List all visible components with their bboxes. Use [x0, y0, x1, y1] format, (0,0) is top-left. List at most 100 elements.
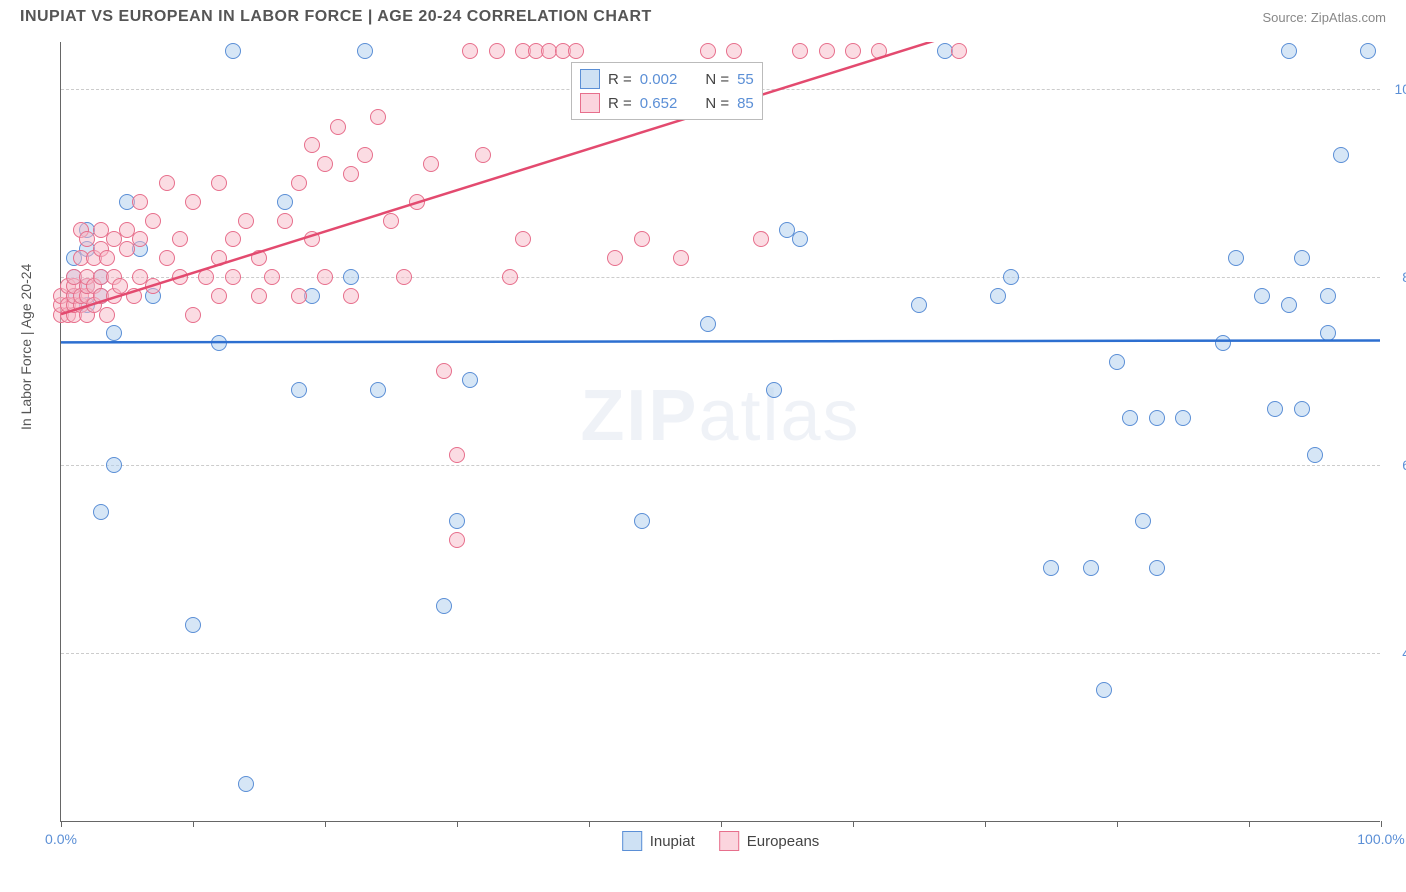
scatter-point-inupiat — [277, 194, 293, 210]
legend-label: Europeans — [747, 833, 820, 850]
scatter-point-europeans — [238, 213, 254, 229]
y-axis-label: In Labor Force | Age 20-24 — [18, 264, 34, 430]
n-value: 85 — [737, 95, 754, 112]
scatter-point-inupiat — [343, 269, 359, 285]
y-tick-label: 100.0% — [1387, 81, 1406, 97]
scatter-point-inupiat — [1096, 682, 1112, 698]
scatter-point-inupiat — [1122, 410, 1138, 426]
scatter-point-europeans — [607, 250, 623, 266]
scatter-point-europeans — [225, 231, 241, 247]
legend-row: R =0.652N =85 — [580, 91, 754, 115]
x-tick — [1381, 821, 1382, 827]
scatter-point-inupiat — [449, 513, 465, 529]
x-tick — [1249, 821, 1250, 827]
scatter-point-europeans — [159, 250, 175, 266]
scatter-point-inupiat — [1215, 335, 1231, 351]
y-tick-label: 40.0% — [1387, 645, 1406, 661]
scatter-point-europeans — [370, 109, 386, 125]
scatter-point-europeans — [871, 43, 887, 59]
scatter-point-europeans — [343, 288, 359, 304]
scatter-point-europeans — [132, 231, 148, 247]
trend-line-inupiat — [61, 340, 1380, 342]
scatter-point-europeans — [489, 43, 505, 59]
chart-plot-area: ZIPatlas 40.0%60.0%80.0%100.0% 0.0%100.0… — [60, 42, 1380, 822]
x-tick — [325, 821, 326, 827]
scatter-point-inupiat — [436, 598, 452, 614]
legend-label: Inupiat — [650, 833, 695, 850]
scatter-point-inupiat — [185, 617, 201, 633]
y-tick-label: 80.0% — [1387, 269, 1406, 285]
scatter-point-europeans — [317, 269, 333, 285]
scatter-point-inupiat — [1175, 410, 1191, 426]
legend-row: R =0.002N =55 — [580, 67, 754, 91]
scatter-point-europeans — [291, 288, 307, 304]
scatter-point-europeans — [172, 269, 188, 285]
scatter-point-inupiat — [911, 297, 927, 313]
scatter-point-europeans — [515, 231, 531, 247]
gridline-h — [61, 465, 1380, 466]
scatter-point-europeans — [383, 213, 399, 229]
legend-swatch — [580, 93, 600, 113]
scatter-point-europeans — [673, 250, 689, 266]
scatter-point-europeans — [568, 43, 584, 59]
r-label: R = — [608, 71, 632, 88]
scatter-point-inupiat — [1307, 447, 1323, 463]
scatter-point-inupiat — [1003, 269, 1019, 285]
n-label: N = — [705, 95, 729, 112]
scatter-point-europeans — [132, 194, 148, 210]
scatter-point-inupiat — [291, 382, 307, 398]
scatter-point-europeans — [211, 288, 227, 304]
scatter-point-inupiat — [1320, 325, 1336, 341]
scatter-point-europeans — [211, 250, 227, 266]
scatter-point-europeans — [211, 175, 227, 191]
scatter-point-inupiat — [1228, 250, 1244, 266]
scatter-point-inupiat — [1043, 560, 1059, 576]
legend-swatch — [580, 69, 600, 89]
legend-item: Inupiat — [622, 831, 695, 851]
scatter-point-inupiat — [1267, 401, 1283, 417]
x-tick — [721, 821, 722, 827]
legend-swatch — [719, 831, 739, 851]
scatter-point-europeans — [819, 43, 835, 59]
scatter-point-europeans — [277, 213, 293, 229]
scatter-point-inupiat — [106, 325, 122, 341]
scatter-point-inupiat — [1135, 513, 1151, 529]
x-tick-label: 0.0% — [45, 831, 77, 847]
scatter-point-inupiat — [106, 457, 122, 473]
scatter-point-europeans — [700, 43, 716, 59]
scatter-point-europeans — [475, 147, 491, 163]
scatter-point-inupiat — [1281, 43, 1297, 59]
scatter-point-europeans — [198, 269, 214, 285]
source-label: Source: ZipAtlas.com — [1262, 10, 1386, 25]
scatter-point-europeans — [423, 156, 439, 172]
scatter-point-inupiat — [370, 382, 386, 398]
x-tick — [457, 821, 458, 827]
scatter-point-europeans — [357, 147, 373, 163]
scatter-point-europeans — [449, 532, 465, 548]
scatter-point-europeans — [436, 363, 452, 379]
chart-header: INUPIAT VS EUROPEAN IN LABOR FORCE | AGE… — [0, 0, 1406, 30]
scatter-point-europeans — [145, 278, 161, 294]
scatter-point-europeans — [951, 43, 967, 59]
legend-item: Europeans — [719, 831, 820, 851]
chart-title: INUPIAT VS EUROPEAN IN LABOR FORCE | AGE… — [20, 8, 652, 26]
scatter-point-europeans — [726, 43, 742, 59]
scatter-point-inupiat — [1083, 560, 1099, 576]
scatter-point-inupiat — [1360, 43, 1376, 59]
x-tick — [61, 821, 62, 827]
scatter-point-europeans — [185, 194, 201, 210]
scatter-point-europeans — [462, 43, 478, 59]
scatter-point-europeans — [449, 447, 465, 463]
trend-lines — [61, 42, 1380, 821]
scatter-point-europeans — [291, 175, 307, 191]
scatter-point-europeans — [409, 194, 425, 210]
scatter-point-inupiat — [634, 513, 650, 529]
n-label: N = — [705, 71, 729, 88]
scatter-point-inupiat — [1149, 560, 1165, 576]
scatter-point-inupiat — [1109, 354, 1125, 370]
scatter-point-inupiat — [1294, 250, 1310, 266]
x-tick — [589, 821, 590, 827]
y-tick-label: 60.0% — [1387, 457, 1406, 473]
scatter-point-inupiat — [1294, 401, 1310, 417]
correlation-legend: R =0.002N =55R =0.652N =85 — [571, 62, 763, 120]
